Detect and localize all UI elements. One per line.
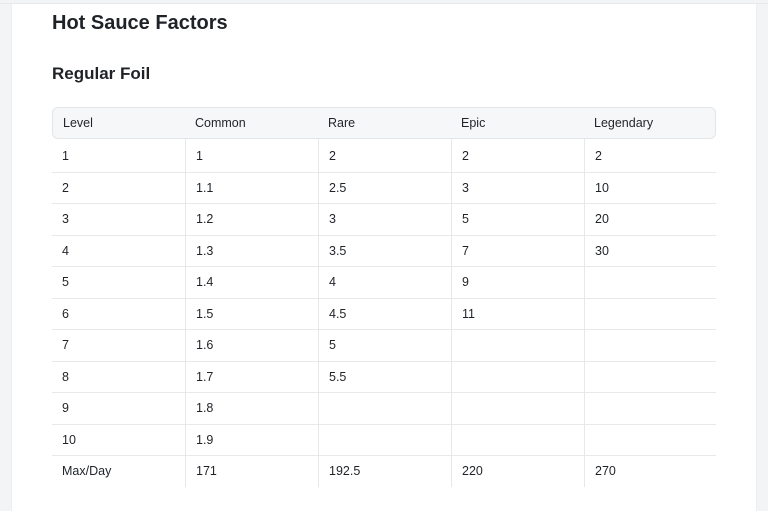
- table-cell: 10: [52, 425, 185, 456]
- table-row: 10 1.9: [52, 424, 716, 456]
- table-cell: [451, 361, 584, 393]
- table-cell: 1: [52, 139, 185, 173]
- content-card: Hot Sauce Factors Regular Foil Level Com…: [11, 4, 757, 511]
- table-cell: 11: [451, 298, 584, 330]
- table-row: 3 1.2 3 5 20: [52, 204, 716, 236]
- table-cell: 1.6: [185, 330, 318, 362]
- table-cell: 3: [451, 172, 584, 204]
- table-cell: [584, 267, 716, 299]
- header-common: Common: [185, 107, 318, 139]
- table-cell: 4: [52, 236, 185, 267]
- table-cell: [451, 393, 584, 425]
- table-cell: [318, 424, 451, 456]
- table-cell: 7: [451, 235, 584, 267]
- table-cell: 2.5: [318, 172, 451, 204]
- table-cell: 1.9: [185, 424, 318, 456]
- table-cell: 2: [451, 139, 584, 173]
- header-legendary: Legendary: [584, 107, 716, 139]
- table-cell: 10: [584, 172, 716, 204]
- table-cell: 1.7: [185, 361, 318, 393]
- table-cell: [584, 424, 716, 456]
- table-cell: 171: [185, 456, 318, 487]
- table-row: 6 1.5 4.5 11: [52, 298, 716, 330]
- table-row: 5 1.4 4 9: [52, 267, 716, 299]
- table-cell: 20: [584, 204, 716, 236]
- table-row: 9 1.8: [52, 393, 716, 425]
- table-cell: 192.5: [318, 456, 451, 487]
- table-cell: 7: [52, 330, 185, 362]
- factors-table: Level Common Rare Epic Legendary 1 1 2 2…: [52, 107, 716, 487]
- table-cell: 8: [52, 362, 185, 393]
- table-cell: 9: [52, 393, 185, 425]
- table-cell: 270: [584, 456, 716, 487]
- header-rare: Rare: [318, 107, 451, 139]
- table-cell: 5.5: [318, 361, 451, 393]
- header-epic: Epic: [451, 107, 584, 139]
- table-cell: [584, 393, 716, 425]
- table-header-row: Level Common Rare Epic Legendary: [52, 107, 716, 139]
- top-divider: [0, 3, 768, 4]
- table-row: 8 1.7 5.5: [52, 361, 716, 393]
- table-cell: 3.5: [318, 235, 451, 267]
- table-cell: 2: [52, 173, 185, 204]
- table-cell: [451, 424, 584, 456]
- table-cell: 1.2: [185, 204, 318, 236]
- table-cell: 2: [584, 139, 716, 173]
- header-level: Level: [52, 107, 185, 139]
- table-cell: 220: [451, 456, 584, 487]
- table-cell: 6: [52, 299, 185, 330]
- table-cell: [584, 361, 716, 393]
- table-cell: Max/Day: [62, 464, 112, 479]
- page-title: Hot Sauce Factors: [52, 12, 228, 34]
- table-cell: [318, 393, 451, 425]
- table-cell: 30: [584, 235, 716, 267]
- table-row-max-per-day: Max/Day 171 192.5 220 270: [52, 456, 716, 487]
- table-cell: [584, 298, 716, 330]
- table-cell: 5: [318, 330, 451, 362]
- table-cell: 4: [318, 267, 451, 299]
- table-row: 2 1.1 2.5 3 10: [52, 172, 716, 204]
- table-cell: 3: [52, 204, 185, 236]
- table-cell: 9: [451, 267, 584, 299]
- table-cell: 1.8: [185, 393, 318, 425]
- table-cell: [451, 330, 584, 362]
- factors-table-container: Level Common Rare Epic Legendary 1 1 2 2…: [52, 107, 716, 487]
- table-cell: 4.5: [318, 298, 451, 330]
- section-title: Regular Foil: [52, 64, 151, 83]
- table-cell: 1.1: [185, 172, 318, 204]
- table-row: 7 1.6 5: [52, 330, 716, 362]
- table-cell: 1.5: [185, 298, 318, 330]
- table-cell: 1.4: [185, 267, 318, 299]
- table-cell: 3: [318, 204, 451, 236]
- table-cell: 5: [52, 267, 185, 299]
- table-cell: [584, 330, 716, 362]
- table-cell: 2: [318, 139, 451, 173]
- table-cell: 5: [451, 204, 584, 236]
- table-cell: 1: [185, 139, 318, 173]
- table-row: 1 1 2 2 2: [52, 139, 716, 173]
- table-row: 4 1.3 3.5 7 30: [52, 235, 716, 267]
- table-cell: 1.3: [185, 235, 318, 267]
